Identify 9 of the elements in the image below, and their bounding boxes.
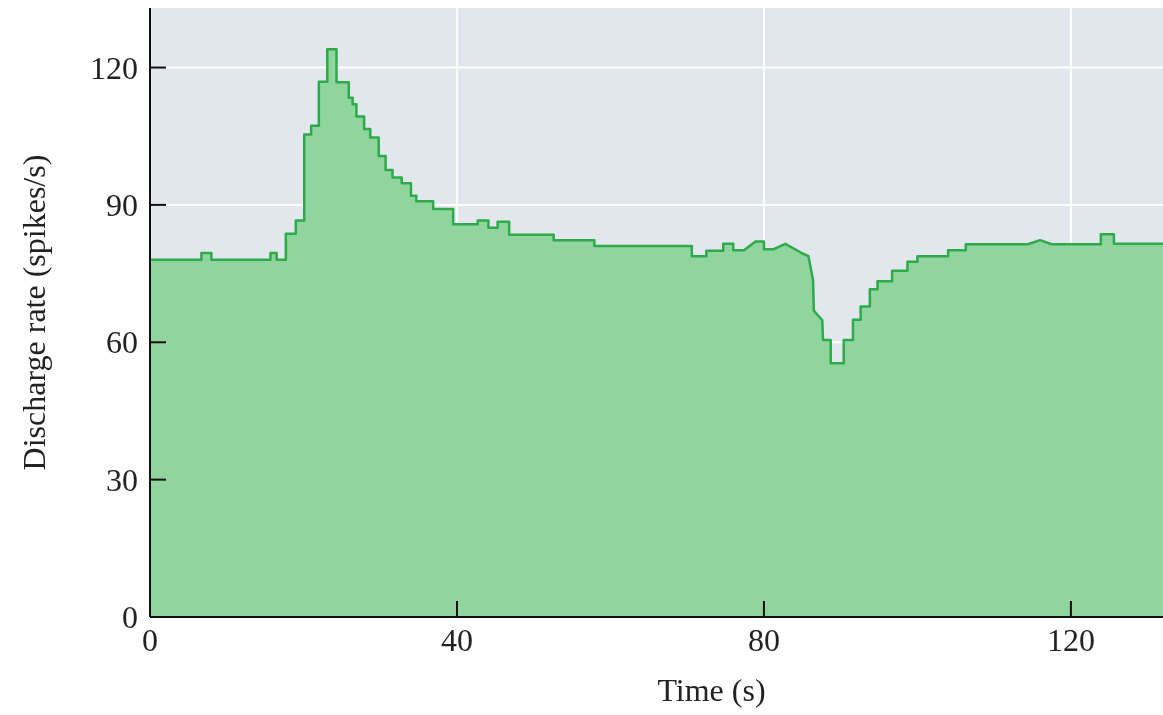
x-tick-label: 40 xyxy=(440,622,473,658)
y-tick-label: 60 xyxy=(106,324,138,361)
y-tick-label: 90 xyxy=(106,187,138,224)
y-axis-title: Discharge rate (spikes/s) xyxy=(16,154,52,471)
x-tick-label: 120 xyxy=(1046,622,1095,658)
x-tick-label: 80 xyxy=(747,622,780,658)
x-axis-title: Time (s) xyxy=(657,672,766,708)
y-tick-label: 30 xyxy=(106,461,138,498)
y-tick-label: 120 xyxy=(90,49,138,86)
